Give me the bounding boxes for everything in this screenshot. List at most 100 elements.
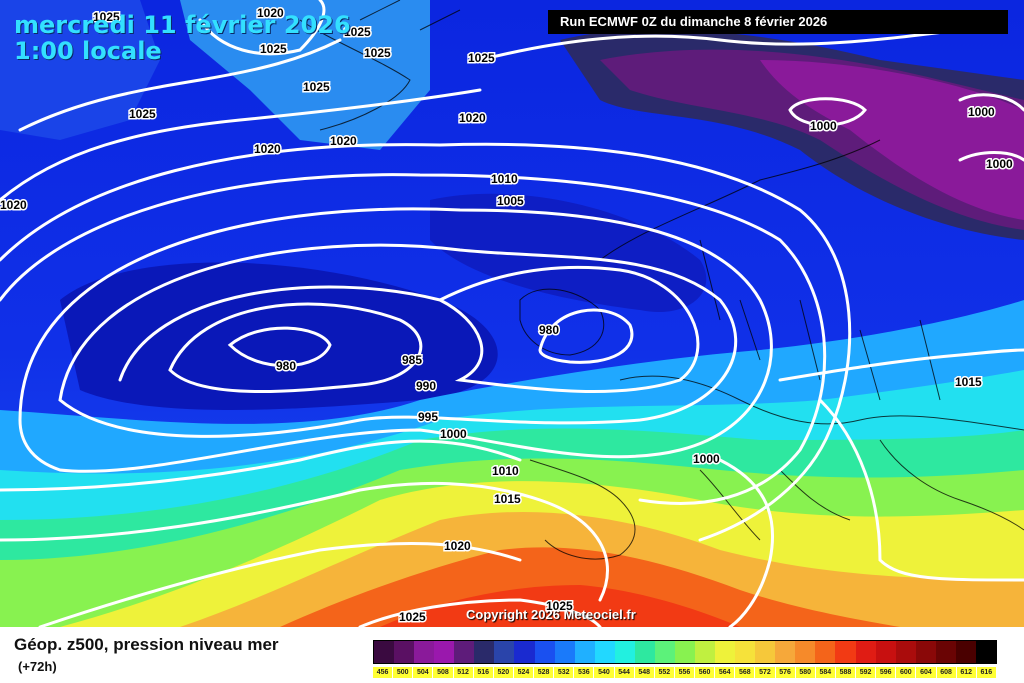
scale-label: 504: [413, 667, 433, 678]
scale-label: 584: [815, 667, 835, 678]
isobar-label: 1005: [497, 194, 524, 208]
coastline-arctic: [359, 0, 461, 31]
legend-footer: Géop. z500, pression niveau mer (+72h) 4…: [0, 627, 1024, 683]
scale-swatch: [394, 641, 415, 663]
isobar-995: [58, 243, 738, 438]
scale-swatch: [955, 641, 976, 663]
scale-swatch: [735, 641, 756, 663]
isobar-label: 980: [539, 323, 559, 337]
scale-swatch: [374, 641, 395, 663]
isobar-label: 1025: [129, 107, 156, 121]
scale-label: 528: [534, 667, 554, 678]
scale-swatch: [654, 641, 675, 663]
scale-label: 596: [876, 667, 896, 678]
isobar-1000-arctic: [788, 97, 867, 127]
z500-low-core-east: [430, 193, 707, 312]
isobar-label: 1000: [968, 105, 995, 119]
isobar-1010-south: [0, 439, 522, 492]
scale-label: 456: [373, 667, 393, 678]
scale-label: 516: [473, 667, 493, 678]
isobar-1005: [0, 173, 827, 505]
scale-label: 608: [936, 667, 956, 678]
forecast-time: 1:00 locale: [14, 37, 162, 65]
scale-swatch: [634, 641, 655, 663]
scale-swatch: [815, 641, 836, 663]
isobar-1000-med: [718, 458, 775, 627]
isobar-label: 1025: [260, 42, 287, 56]
scale-label: 544: [614, 667, 634, 678]
scale-label: 616: [976, 667, 996, 678]
scale-label: 592: [856, 667, 876, 678]
isobar-label: 1015: [494, 492, 521, 506]
isobar-1015-east: [778, 348, 1024, 382]
map-canvas: 1025 1020 1025 1025 1025 1025 1025 1025 …: [0, 0, 1024, 627]
scale-swatch: [574, 641, 595, 663]
isobar-label: 985: [402, 353, 422, 367]
forecast-day: mercredi 11 février 2026: [14, 11, 351, 39]
scale-label: 532: [554, 667, 574, 678]
z500-low-core: [60, 262, 498, 410]
scale-swatch: [554, 641, 575, 663]
scale-swatch: [895, 641, 916, 663]
scale-swatch: [915, 641, 936, 663]
scale-label: 508: [433, 667, 453, 678]
scale-label: 572: [755, 667, 775, 678]
isobars: [0, 0, 1024, 627]
isobar-1010: [0, 142, 852, 542]
scale-swatch: [855, 641, 876, 663]
isobar-label: 1020: [0, 198, 27, 212]
scale-swatch: [755, 641, 776, 663]
coastline-scandinavia: [599, 139, 881, 261]
isobar-1000-east: [958, 93, 1024, 162]
isobar-label: 1000: [810, 119, 837, 133]
scale-label: 540: [594, 667, 614, 678]
isobar-label: 1020: [444, 539, 471, 553]
isobar-label: 1000: [440, 427, 467, 441]
isobar-label: 1025: [399, 610, 426, 624]
isobar-label: 1020: [459, 111, 486, 125]
scale-swatch: [414, 641, 435, 663]
isobar-label: 980: [276, 359, 296, 373]
coastline-british-isles: [519, 288, 605, 356]
coastline-iberia: [529, 459, 636, 560]
scale-label: 580: [795, 667, 815, 678]
isobar-label: 1025: [364, 46, 391, 60]
isobar-label: 1020: [330, 134, 357, 148]
scale-swatch: [975, 641, 996, 663]
scale-label: 552: [654, 667, 674, 678]
legend-subtitle: (+72h): [18, 659, 57, 674]
scale-label: 560: [695, 667, 715, 678]
z500-band-blue-northwest: [0, 0, 160, 140]
scale-swatch: [795, 641, 816, 663]
isobar-1020-east: [818, 398, 1024, 582]
scale-label: 576: [775, 667, 795, 678]
scale-swatch: [614, 641, 635, 663]
scale-swatch: [474, 641, 495, 663]
scale-label: 548: [634, 667, 654, 678]
copyright-text: Copyright 2026 Meteociel.fr: [466, 607, 636, 622]
color-scale-labels: 456 500 504 508 512 516 520 524 528 532 536 540 544 5…: [373, 667, 997, 678]
scale-swatch: [835, 641, 856, 663]
scale-label: 604: [916, 667, 936, 678]
isobar-label: 1025: [468, 51, 495, 65]
scale-label: 564: [715, 667, 735, 678]
scale-swatch: [534, 641, 555, 663]
coastline-greenland: [299, 19, 411, 131]
isobar-980-east: [538, 308, 634, 364]
scale-swatch: [514, 641, 535, 663]
isobar-985: [168, 302, 423, 393]
model-run-banner: Run ECMWF 0Z du dimanche 8 février 2026: [548, 10, 1008, 34]
scale-label: 556: [674, 667, 694, 678]
scale-label: 568: [735, 667, 755, 678]
isobar-label: 995: [418, 410, 438, 424]
isobar-label: 1000: [986, 157, 1013, 171]
scale-swatch: [775, 641, 796, 663]
coastline-balkans: [879, 439, 1024, 531]
scale-swatch: [715, 641, 736, 663]
isobar-label: 1020: [254, 142, 281, 156]
z500-band-lightblue-north: [180, 0, 430, 150]
country-borders: [699, 239, 941, 401]
isobar-label: 1025: [344, 25, 371, 39]
scale-label: 612: [956, 667, 976, 678]
isobar-labels: 1025 1020 1025 1025 1025 1025 1025 1025 …: [0, 5, 1015, 626]
